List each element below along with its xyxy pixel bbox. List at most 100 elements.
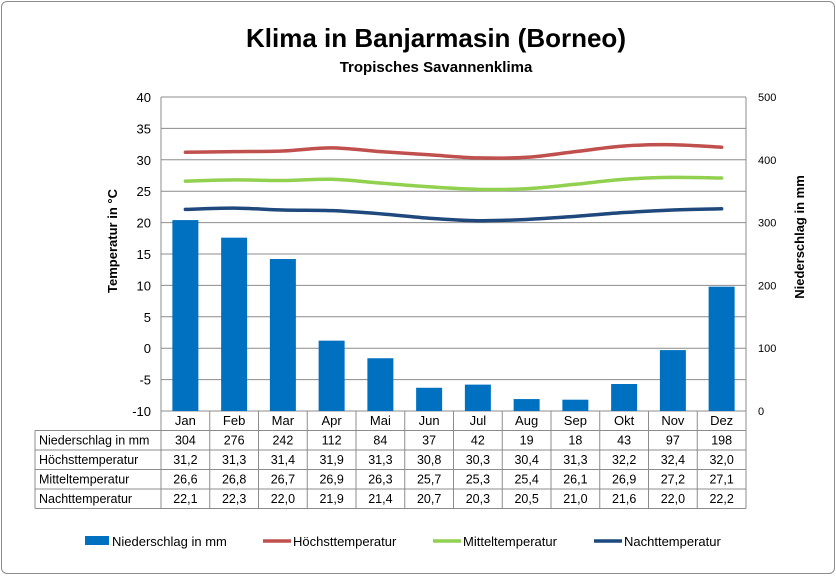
table-cell: 242	[272, 434, 293, 448]
table-cell: 22,0	[661, 492, 685, 506]
table-cell: 27,1	[709, 473, 733, 487]
table-cell: 26,6	[173, 473, 197, 487]
table-cell: 18	[568, 434, 582, 448]
left-tick-label: 0	[144, 341, 151, 356]
left-tick-label: 30	[137, 153, 151, 168]
chart-subtitle: Tropisches Savannenklima	[340, 59, 533, 76]
legend-swatch-bar	[85, 536, 109, 545]
right-tick-label: 100	[758, 343, 776, 355]
category-label: Jun	[419, 413, 440, 428]
table-cell: 37	[422, 434, 436, 448]
left-tick-label: 5	[144, 310, 151, 325]
left-tick-label: 35	[137, 121, 151, 136]
high-temperature-line	[183, 142, 724, 160]
table-cell: 31,2	[173, 453, 197, 467]
table-cell: 84	[373, 434, 387, 448]
table-cell: 32,0	[709, 453, 733, 467]
category-label: Sep	[564, 413, 587, 428]
table-cell: 112	[322, 434, 342, 448]
left-axis-title: Temperatur in °C	[105, 188, 120, 293]
precipitation-bar	[318, 340, 345, 411]
legend-label: Niederschlag in mm	[112, 534, 227, 549]
table-cell: 22,3	[222, 492, 246, 506]
table-cell: 43	[617, 434, 631, 448]
table-cell: 42	[471, 434, 485, 448]
legend-label: Höchsttemperatur	[293, 534, 397, 549]
precipitation-bar	[708, 286, 735, 411]
precipitation-bar	[562, 399, 589, 411]
gridlines	[160, 96, 747, 412]
left-tick-label: 40	[137, 90, 151, 105]
precipitation-bar	[611, 383, 638, 411]
precipitation-bars	[172, 220, 735, 411]
right-tick-label: 200	[758, 280, 776, 292]
table-cell: 304	[175, 434, 196, 448]
table-cell: 21,6	[612, 492, 636, 506]
table-cell: 22,2	[709, 492, 733, 506]
table-cell: 26,9	[319, 473, 343, 487]
left-axis-ticks: 40 35 30 25 20 15 10 5 0 -5 -10	[132, 90, 151, 419]
category-label: Feb	[223, 413, 245, 428]
temperature-lines	[183, 142, 724, 223]
category-label: Nov	[661, 413, 685, 428]
precipitation-bar	[367, 358, 394, 411]
table-cell: 97	[666, 434, 680, 448]
table-cell: 30,8	[417, 453, 441, 467]
category-label: Mai	[370, 413, 391, 428]
table-cell: 20,5	[514, 492, 538, 506]
left-tick-label: 25	[137, 184, 151, 199]
precipitation-bar	[464, 384, 491, 411]
table-cell: 20,7	[417, 492, 441, 506]
precipitation-bar	[513, 399, 540, 411]
night-temperature-line	[183, 206, 724, 223]
category-label: Mar	[272, 413, 295, 428]
precipitation-bar	[416, 387, 443, 411]
table-cell: 31,3	[368, 453, 392, 467]
right-tick-label: 300	[758, 218, 776, 230]
table-cell: 22,0	[271, 492, 295, 506]
table-cell: 30,4	[514, 453, 538, 467]
table-cell: 32,2	[612, 453, 636, 467]
table-cell: 32,4	[661, 453, 685, 467]
table-cell: 21,4	[368, 492, 392, 506]
table-cell: 26,8	[222, 473, 246, 487]
table-cell: 25,3	[466, 473, 490, 487]
legend: Niederschlag in mm Höchsttemperatur Mittel…	[85, 534, 721, 549]
table-cell: 19	[520, 434, 534, 448]
table-cell: 25,4	[514, 473, 538, 487]
table-row-label: Nachttemperatur	[39, 492, 132, 506]
table-cell: 26,1	[563, 473, 587, 487]
precipitation-bar	[659, 350, 686, 411]
table-cell: 198	[711, 434, 732, 448]
precipitation-bar	[221, 237, 248, 411]
left-tick-label: -5	[139, 373, 151, 388]
data-table: Jan Feb Mar Apr Mai Jun Jul Aug Sep Okt Nov Dez Nied…	[34, 411, 747, 509]
precipitation-bar	[172, 220, 199, 411]
table-cell: 21,0	[563, 492, 587, 506]
table-cell: 27,2	[661, 473, 685, 487]
table-cell: 22,1	[173, 492, 197, 506]
right-tick-label: 400	[758, 155, 776, 167]
table-cell: 26,9	[612, 473, 636, 487]
category-label: Dez	[710, 413, 733, 428]
table-cell: 30,3	[466, 453, 490, 467]
table-cell: 25,7	[417, 473, 441, 487]
left-tick-label: 15	[137, 247, 151, 262]
table-row-label: Höchsttemperatur	[39, 453, 138, 467]
table-row-label: Mitteltemperatur	[39, 473, 129, 487]
table-cell: 21,9	[319, 492, 343, 506]
left-tick-label: 10	[137, 278, 151, 293]
table-cell: 31,4	[271, 453, 295, 467]
category-label: Apr	[322, 413, 343, 428]
category-label: Jan	[175, 413, 196, 428]
legend-label: Mitteltemperatur	[463, 534, 558, 549]
right-tick-label: 0	[758, 406, 764, 418]
table-cell: 276	[224, 434, 245, 448]
table-cell: 26,3	[368, 473, 392, 487]
mean-temperature-line	[183, 175, 724, 192]
left-tick-label: -10	[132, 404, 151, 419]
category-label: Jul	[470, 413, 487, 428]
table-cell: 31,3	[222, 453, 246, 467]
